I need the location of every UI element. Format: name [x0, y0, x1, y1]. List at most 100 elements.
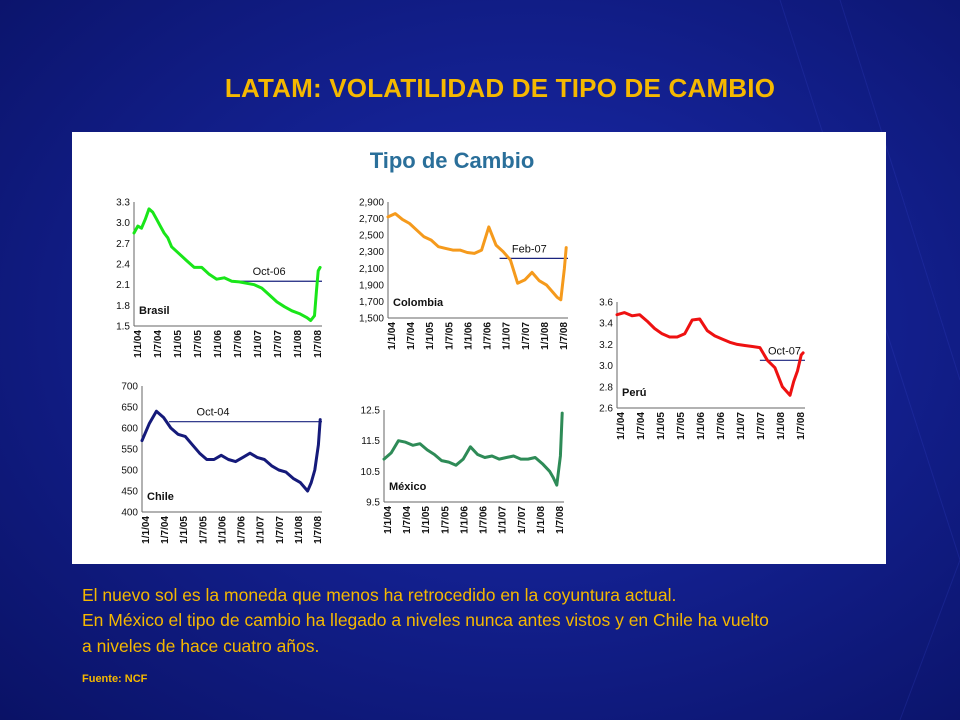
- brasil-y-tick-label: 3.0: [116, 218, 130, 229]
- brasil-x-tick-label: 1/7/05: [193, 330, 204, 358]
- per-series-line: [615, 311, 805, 397]
- colombia-y-tick-label: 1,500: [359, 314, 384, 325]
- colombia-y-tick-label: 2,700: [359, 214, 384, 225]
- mxico-x-tick-label: 1/1/08: [536, 506, 547, 534]
- colombia-x-tick-label: 1/1/08: [540, 322, 551, 350]
- per-x-tick-label: 1/7/05: [676, 412, 687, 440]
- brasil-y-tick-label: 1.5: [116, 322, 130, 333]
- per-x-tick-label: 1/1/06: [696, 412, 707, 440]
- mxico-y-tick-label: 12.5: [361, 406, 381, 417]
- per-y-tick-label: 3.0: [599, 361, 613, 372]
- per-country-label: Perú: [622, 387, 646, 399]
- body-text-line-2: En México el tipo de cambio ha llegado a…: [82, 610, 769, 630]
- per-x-tick-label: 1/7/07: [756, 412, 767, 440]
- brasil-x-tick-label: 1/7/07: [273, 330, 284, 358]
- mxico-x-tick-label: 1/1/07: [498, 506, 509, 534]
- per-y-tick-label: 3.4: [599, 319, 613, 330]
- mxico-y-tick-label: 10.5: [361, 467, 381, 478]
- per-reference-label: Oct-07: [768, 345, 801, 357]
- chile-y-tick-label: 400: [121, 508, 138, 519]
- brasil-x-tick-label: 1/7/08: [313, 330, 324, 358]
- slide-title: LATAM: VOLATILIDAD DE TIPO DE CAMBIO: [224, 73, 776, 103]
- colombia-y-tick-label: 2,500: [359, 231, 384, 242]
- colombia-x-tick-label: 1/7/07: [521, 322, 532, 350]
- per-y-tick-label: 3.2: [599, 340, 613, 351]
- chile-series-line: [140, 409, 322, 493]
- brasil-y-tick-label: 2.4: [116, 260, 130, 271]
- brasil-x-tick-label: 1/1/07: [253, 330, 264, 358]
- figure-title: Tipo de Cambio: [370, 148, 535, 173]
- per-x-tick-label: 1/7/06: [716, 412, 727, 440]
- colombia-x-tick-label: 1/1/05: [425, 322, 436, 350]
- chile-x-tick-label: 1/1/05: [179, 516, 190, 544]
- chile-y-tick-label: 700: [121, 382, 138, 393]
- brasil-x-tick-label: 1/7/06: [233, 330, 244, 358]
- mxico-x-tick-label: 1/7/08: [555, 506, 566, 534]
- mxico-x-tick-label: 1/1/04: [383, 506, 394, 534]
- per-x-tick-label: 1/7/08: [796, 412, 807, 440]
- chile-reference-label: Oct-04: [197, 407, 230, 419]
- colombia-y-tick-label: 1,700: [359, 297, 384, 308]
- mxico-x-tick-label: 1/7/07: [517, 506, 528, 534]
- chile-x-tick-label: 1/7/05: [198, 516, 209, 544]
- brasil-series-line: [132, 207, 322, 322]
- mxico-x-tick-label: 1/7/06: [479, 506, 490, 534]
- body-text-line-3: a niveles de hace cuatro años.: [82, 636, 320, 656]
- brasil-y-tick-label: 1.8: [116, 301, 130, 312]
- brasil-x-tick-label: 1/7/04: [153, 330, 164, 358]
- brasil-x-tick-label: 1/1/05: [173, 330, 184, 358]
- mxico-x-tick-label: 1/7/05: [440, 506, 451, 534]
- colombia-y-tick-label: 2,900: [359, 198, 384, 209]
- colombia-x-tick-label: 1/1/04: [387, 322, 398, 350]
- per-x-tick-label: 1/1/05: [656, 412, 667, 440]
- mxico-y-tick-label: 11.5: [361, 436, 380, 447]
- mxico-series-line: [382, 411, 564, 487]
- colombia-x-tick-label: 1/7/05: [444, 322, 455, 350]
- brasil-y-tick-label: 3.3: [116, 198, 130, 209]
- chile-x-tick-label: 1/7/08: [313, 516, 324, 544]
- per-x-tick-label: 1/1/08: [776, 412, 787, 440]
- chile-y-tick-label: 500: [121, 466, 138, 477]
- exchange-rate-charts: Tipo de Cambio3.33.02.72.42.11.81.51/1/0…: [116, 148, 807, 544]
- colombia-y-tick-label: 2,100: [359, 264, 384, 275]
- chile-y-tick-label: 550: [121, 445, 138, 456]
- mxico-country-label: México: [389, 481, 427, 493]
- brasil-country-label: Brasil: [139, 305, 170, 317]
- chile-y-tick-label: 450: [121, 487, 138, 498]
- brasil-y-tick-label: 2.7: [116, 239, 130, 250]
- brasil-x-tick-label: 1/1/06: [213, 330, 224, 358]
- brasil-reference-label: Oct-06: [253, 266, 286, 278]
- chile-x-tick-label: 1/1/06: [217, 516, 228, 544]
- brasil-y-tick-label: 2.1: [116, 280, 130, 291]
- body-text-line-1: El nuevo sol es la moneda que menos ha r…: [82, 585, 677, 605]
- chile-country-label: Chile: [147, 491, 174, 503]
- per-x-tick-label: 1/1/07: [736, 412, 747, 440]
- per-y-tick-label: 2.8: [599, 382, 613, 393]
- colombia-x-tick-label: 1/7/04: [406, 322, 417, 350]
- colombia-x-tick-label: 1/7/08: [559, 322, 570, 350]
- mxico-x-tick-label: 1/1/05: [421, 506, 432, 534]
- mxico-y-tick-label: 9.5: [366, 498, 380, 509]
- colombia-reference-label: Feb-07: [512, 243, 547, 255]
- chile-x-tick-label: 1/1/07: [256, 516, 267, 544]
- brasil-x-tick-label: 1/1/04: [133, 330, 144, 358]
- per-y-tick-label: 3.6: [599, 298, 613, 309]
- source-note: Fuente: NCF: [82, 673, 148, 685]
- chile-y-tick-label: 650: [121, 403, 138, 414]
- per-x-tick-label: 1/7/04: [636, 412, 647, 440]
- brasil-x-tick-label: 1/1/08: [293, 330, 304, 358]
- colombia-y-tick-label: 1,900: [359, 280, 384, 291]
- colombia-x-tick-label: 1/1/07: [502, 322, 513, 350]
- colombia-y-tick-label: 2,300: [359, 247, 384, 258]
- chile-x-tick-label: 1/7/06: [237, 516, 248, 544]
- chile-x-tick-label: 1/7/07: [275, 516, 286, 544]
- colombia-country-label: Colombia: [393, 297, 444, 309]
- per-y-tick-label: 2.6: [599, 404, 613, 415]
- chile-x-tick-label: 1/7/04: [160, 516, 171, 544]
- colombia-x-tick-label: 1/1/06: [463, 322, 474, 350]
- per-x-tick-label: 1/1/04: [616, 412, 627, 440]
- mxico-x-tick-label: 1/7/04: [402, 506, 413, 534]
- colombia-series-line: [386, 212, 568, 302]
- chile-x-tick-label: 1/1/08: [294, 516, 305, 544]
- colombia-x-tick-label: 1/7/06: [483, 322, 494, 350]
